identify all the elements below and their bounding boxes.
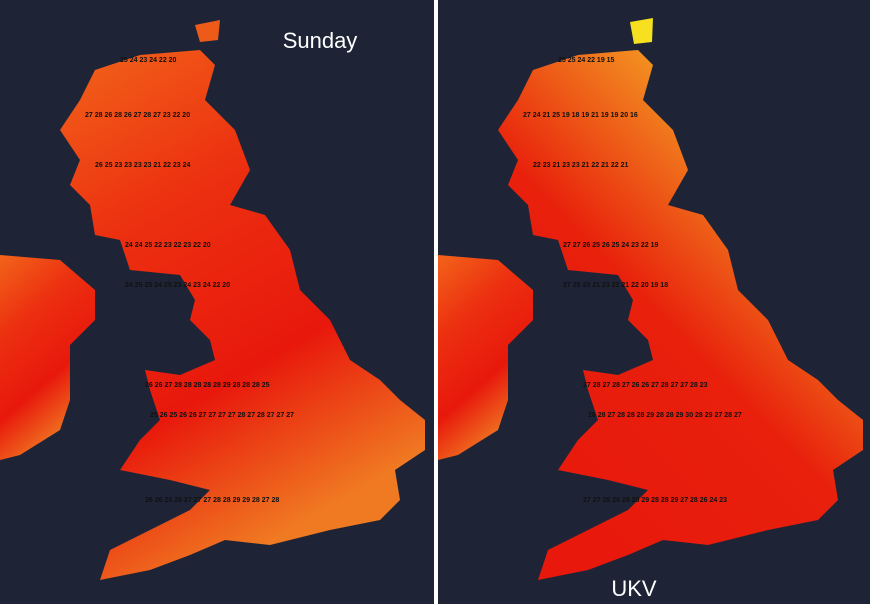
right-map [438,18,863,580]
temperature-row: 25 26 25 26 26 27 27 27 27 28 27 28 27 2… [150,412,294,419]
temperature-row: 27 24 21 25 19 18 19 21 19 19 20 16 [523,112,638,119]
temperature-row: 24 24 25 22 23 22 23 22 20 [125,242,211,249]
panel-label: UKV [611,576,657,601]
temperature-row: 27 27 28 26 28 28 29 28 28 29 27 28 26 2… [583,497,727,504]
temperature-row: 25 25 24 22 19 15 [558,57,615,64]
orkney [630,18,653,44]
temperature-row: 27 28 27 28 27 26 26 27 28 27 27 28 23 [583,382,708,389]
panel-label: Sunday [283,28,358,53]
temperature-row: 26 26 25 26 27 27 27 28 28 29 29 28 27 2… [145,497,279,504]
temperature-row: 26 26 27 28 28 28 28 28 29 28 28 28 25 [145,382,270,389]
temperature-row: 27 27 26 25 26 25 24 23 22 19 [563,242,658,249]
temperature-row: 25 24 23 24 22 20 [120,57,177,64]
temperature-row: 24 25 25 24 25 23 24 23 24 22 20 [125,282,230,289]
temperature-row: 22 23 21 23 23 21 22 21 22 21 [533,162,628,169]
temperature-row: 27 28 26 28 26 27 28 27 23 22 20 [85,112,190,119]
temperature-row: 27 25 23 21 23 22 21 22 20 19 18 [563,282,668,289]
divider [434,0,438,604]
orkney [195,20,220,42]
temperature-row: 26 28 27 28 28 28 29 28 28 29 30 28 29 2… [588,412,742,419]
ireland [438,255,533,460]
ireland [0,255,95,460]
left-map [0,20,425,580]
temperature-row: 26 25 23 23 23 23 21 22 23 24 [95,162,190,169]
